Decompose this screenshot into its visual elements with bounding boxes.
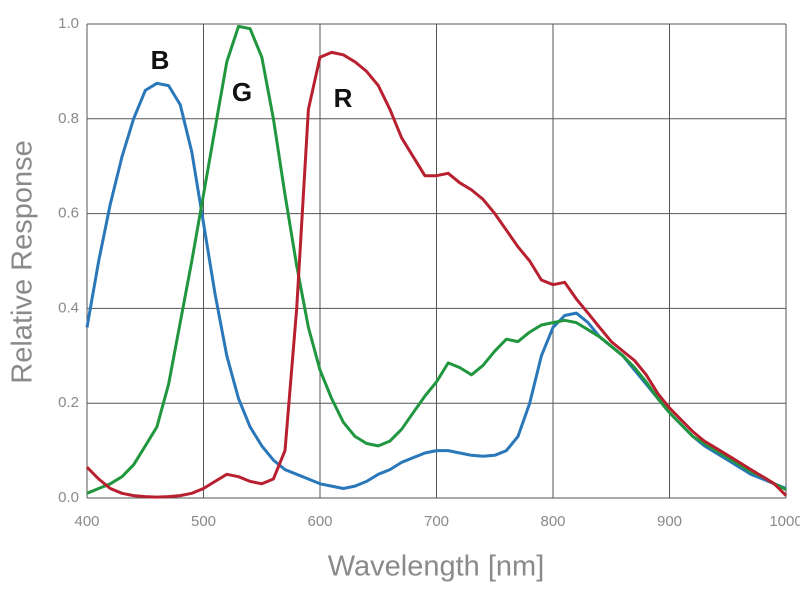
x-tick-label: 600 [307, 513, 332, 530]
y-tick-label: 0.0 [58, 489, 79, 506]
series-label: B [151, 45, 170, 75]
series-label: G [232, 77, 252, 107]
x-tick-label: 700 [424, 513, 449, 530]
y-tick-label: 0.6 [58, 205, 79, 222]
x-tick-label: 800 [540, 513, 565, 530]
y-tick-label: 0.2 [58, 394, 79, 411]
x-tick-label: 1000 [769, 513, 800, 530]
x-tick-label: 500 [191, 513, 216, 530]
line-series [85, 50, 788, 499]
x-tick-label: 400 [74, 513, 99, 530]
line-series [86, 24, 787, 495]
y-tick-label: 1.0 [58, 15, 79, 32]
y-tick-label: 0.4 [58, 299, 79, 316]
y-axis-title: Relative Response [7, 140, 39, 383]
x-tick-label: 900 [657, 513, 682, 530]
series-label: R [334, 83, 353, 113]
x-axis-title: Wavelength [nm] [328, 551, 545, 583]
y-tick-label: 0.8 [58, 110, 79, 127]
